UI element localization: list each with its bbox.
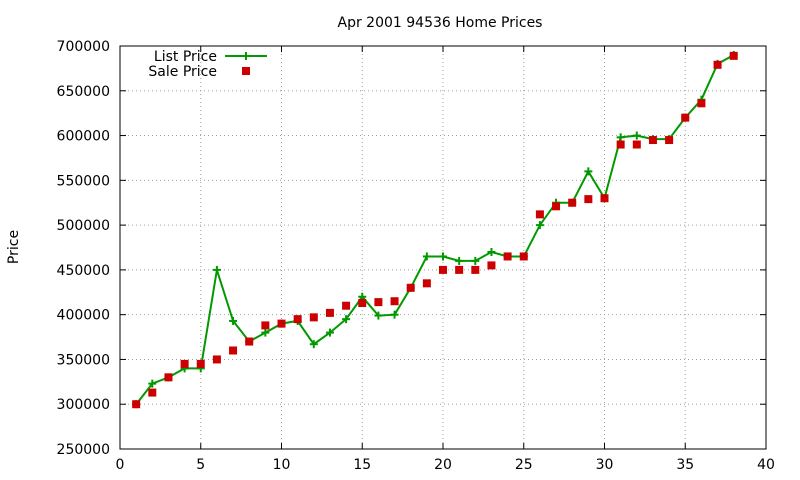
data-point-sale-price [342,301,351,310]
data-point-sale-price [471,265,480,274]
x-tick-label: 5 [196,457,205,473]
y-tick-label: 500000 [57,218,110,234]
data-point-list-price [535,221,544,230]
data-point-list-price [632,131,641,140]
data-point-sale-price [180,359,189,368]
data-point-sale-price [406,283,415,292]
data-point-sale-price [164,373,173,382]
data-point-list-price [616,133,625,142]
data-point-sale-price [600,194,609,203]
axes [119,45,767,450]
data-point-sale-price [390,297,399,306]
data-point-sale-price [535,210,544,219]
grid [120,46,766,449]
data-point-sale-price [309,313,318,322]
data-point-list-price [309,340,318,349]
data-point-sale-price [632,140,641,149]
data-point-sale-price [245,337,254,346]
data-point-sale-price [229,346,238,355]
data-point-sale-price [277,319,286,328]
data-point-list-price [229,316,238,325]
x-tick-label: 15 [353,457,371,473]
chart-title: Apr 2001 94536 Home Prices [338,15,543,31]
data-point-list-price [374,311,383,320]
data-point-sale-price [196,359,205,368]
data-point-sale-price [697,99,706,108]
x-tick-label: 40 [757,457,775,473]
data-point-sale-price [422,279,431,288]
data-point-sale-price [681,113,690,122]
data-point-list-price [487,247,496,256]
y-tick-label: 650000 [57,84,110,100]
data-point-sale-price [665,136,674,145]
y-tick-label: 400000 [57,308,110,324]
data-point-list-price [390,310,399,319]
data-point-sale-price [374,298,383,307]
legend: List Price Sale Price [148,49,267,80]
y-tick-label: 350000 [57,352,110,368]
y-tick-label: 700000 [57,39,110,55]
y-axis-label: Price [6,230,22,264]
tick-labels: 0 5 10 15 20 25 30 35 40 250000 300000 350000 400000… [57,39,775,473]
data-point-sale-price [325,308,334,317]
legend-entry-list-price: List Price [154,49,217,65]
data-point-sale-price [568,198,577,207]
x-tick-label: 10 [273,457,291,473]
data-point-sale-price [584,195,593,204]
data-point-sale-price [616,140,625,149]
y-tick-label: 600000 [57,129,110,145]
x-tick-label: 35 [676,457,694,473]
data-point-sale-price [729,51,738,60]
data-point-sale-price [358,299,367,308]
data-point-sale-price [261,321,270,330]
data-point-list-price [471,256,480,265]
data-point-list-price [422,252,431,261]
data-point-sale-price [552,202,561,211]
data-point-sale-price [503,252,512,261]
y-tick-label: 250000 [57,442,110,458]
data-point-sale-price [487,261,496,270]
series [132,50,738,409]
data-point-list-price [212,265,221,274]
data-point-list-price [455,256,464,265]
data-point-sale-price [648,136,657,145]
y-tick-label: 550000 [57,173,110,189]
data-point-sale-price [212,355,221,364]
data-point-sale-price [132,400,141,409]
data-point-sale-price [293,315,302,324]
data-point-sale-price [439,265,447,274]
x-tick-label: 20 [434,457,452,473]
data-point-sale-price [713,60,722,69]
x-tick-label: 0 [116,457,125,473]
data-point-sale-price [455,265,464,274]
data-point-sale-price [148,388,157,397]
y-tick-label: 300000 [57,397,110,413]
data-point-list-price [584,167,593,176]
data-point-sale-price [519,252,528,261]
x-tick-label: 30 [596,457,614,473]
legend-swatch-sale-marker [242,67,250,75]
y-tick-label: 450000 [57,263,110,279]
data-point-list-price [342,315,351,324]
legend-entry-sale-price: Sale Price [148,64,217,80]
data-point-list-price [261,328,270,337]
data-point-list-price [148,379,157,388]
series-line-list-price [135,54,735,405]
x-tick-label: 25 [515,457,533,473]
data-point-list-price [439,252,447,261]
data-point-list-price [325,328,334,337]
